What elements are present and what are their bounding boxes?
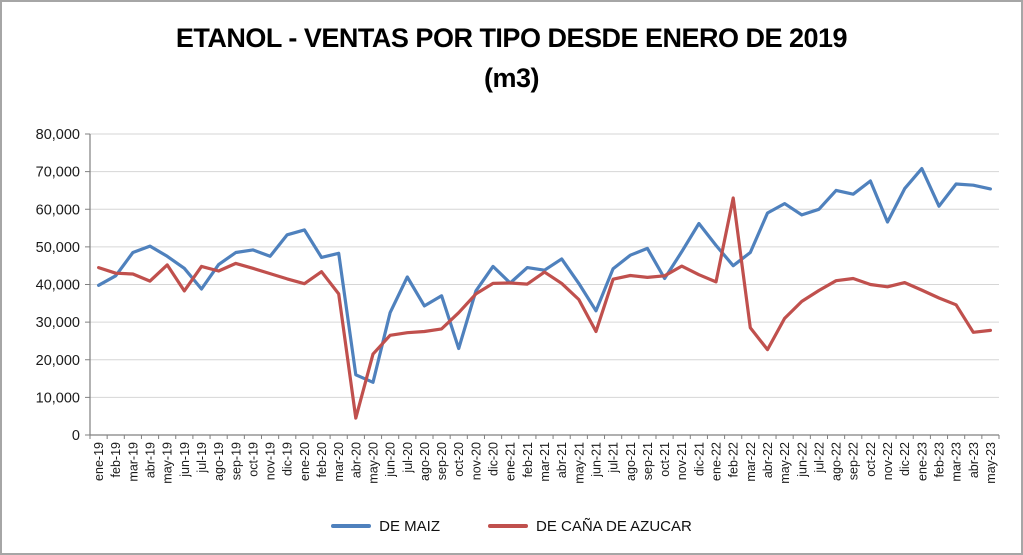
- svg-text:60,000: 60,000: [36, 202, 80, 218]
- svg-text:ago-20: ago-20: [418, 442, 432, 481]
- svg-text:80,000: 80,000: [36, 127, 80, 143]
- svg-text:mar-20: mar-20: [332, 442, 346, 482]
- svg-text:jul-21: jul-21: [607, 442, 621, 474]
- svg-text:ene-20: ene-20: [298, 442, 312, 481]
- svg-text:jun-22: jun-22: [795, 442, 809, 478]
- svg-text:10,000: 10,000: [36, 390, 80, 406]
- svg-text:abr-23: abr-23: [967, 442, 981, 478]
- svg-text:70,000: 70,000: [36, 165, 80, 181]
- svg-text:nov-21: nov-21: [675, 442, 689, 480]
- svg-text:jul-19: jul-19: [195, 442, 209, 474]
- svg-text:mar-19: mar-19: [126, 442, 140, 482]
- svg-text:feb-21: feb-21: [521, 442, 535, 477]
- svg-text:abr-22: abr-22: [761, 442, 775, 478]
- svg-text:sep-21: sep-21: [641, 442, 655, 480]
- chart-title-line1: ETANOL - VENTAS POR TIPO DESDE ENERO DE …: [175, 23, 848, 53]
- legend-line-sample-maiz-icon: [331, 524, 372, 528]
- svg-text:dic-21: dic-21: [692, 442, 706, 476]
- svg-text:ago-22: ago-22: [830, 442, 844, 481]
- chart-title-line2: (m3): [483, 63, 540, 93]
- svg-text:oct-22: oct-22: [864, 442, 878, 477]
- svg-text:nov-20: nov-20: [469, 442, 483, 480]
- legend-line-sample-cana-icon: [487, 524, 528, 528]
- svg-text:nov-19: nov-19: [264, 442, 278, 480]
- legend-item-de-maiz: DE MAIZ: [331, 518, 440, 535]
- svg-text:mar-21: mar-21: [538, 442, 552, 482]
- svg-text:sep-19: sep-19: [229, 442, 243, 480]
- svg-text:ene-23: ene-23: [915, 442, 929, 481]
- svg-text:mar-22: mar-22: [744, 442, 758, 482]
- svg-text:dic-20: dic-20: [487, 442, 501, 476]
- svg-text:jun-19: jun-19: [178, 442, 192, 478]
- svg-text:50,000: 50,000: [36, 240, 80, 256]
- svg-text:may-21: may-21: [572, 442, 586, 484]
- svg-text:ago-19: ago-19: [212, 442, 226, 481]
- svg-text:ene-21: ene-21: [504, 442, 518, 481]
- svg-text:40,000: 40,000: [36, 278, 80, 294]
- svg-text:30,000: 30,000: [36, 315, 80, 331]
- svg-text:jun-20: jun-20: [384, 442, 398, 478]
- svg-text:feb-22: feb-22: [727, 442, 741, 477]
- svg-text:jun-21: jun-21: [589, 442, 603, 478]
- svg-text:dic-22: dic-22: [898, 442, 912, 476]
- svg-text:sep-20: sep-20: [435, 442, 449, 480]
- svg-text:dic-19: dic-19: [281, 442, 295, 476]
- svg-text:ago-21: ago-21: [624, 442, 638, 481]
- svg-text:20,000: 20,000: [36, 353, 80, 369]
- legend-label-de-cana: DE CAÑA DE AZUCAR: [535, 517, 692, 535]
- svg-text:abr-19: abr-19: [144, 442, 158, 478]
- svg-text:jul-22: jul-22: [812, 442, 826, 474]
- svg-text:jul-20: jul-20: [401, 442, 415, 474]
- svg-text:may-23: may-23: [984, 442, 998, 484]
- svg-text:feb-20: feb-20: [315, 442, 329, 477]
- svg-text:ene-22: ene-22: [710, 442, 724, 481]
- svg-text:may-20: may-20: [366, 442, 380, 484]
- svg-text:feb-19: feb-19: [109, 442, 123, 477]
- svg-text:oct-19: oct-19: [246, 442, 260, 477]
- legend-item-de-cana: DE CAÑA DE AZUCAR: [487, 517, 692, 535]
- svg-text:may-22: may-22: [778, 442, 792, 484]
- svg-text:ene-19: ene-19: [92, 442, 106, 481]
- svg-text:feb-23: feb-23: [932, 442, 946, 477]
- svg-text:oct-20: oct-20: [452, 442, 466, 477]
- svg-text:may-19: may-19: [161, 442, 175, 484]
- svg-text:abr-21: abr-21: [555, 442, 569, 478]
- svg-text:mar-23: mar-23: [950, 442, 964, 482]
- svg-text:sep-22: sep-22: [847, 442, 861, 480]
- chart-legend: DE MAIZ DE CAÑA DE AZUCAR: [2, 511, 1021, 541]
- svg-text:0: 0: [72, 428, 80, 444]
- svg-text:abr-20: abr-20: [349, 442, 363, 478]
- chart-title: ETANOL - VENTAS POR TIPO DESDE ENERO DE …: [2, 18, 1021, 98]
- svg-text:oct-21: oct-21: [658, 442, 672, 477]
- svg-text:nov-22: nov-22: [881, 442, 895, 480]
- legend-label-de-maiz: DE MAIZ: [379, 517, 440, 535]
